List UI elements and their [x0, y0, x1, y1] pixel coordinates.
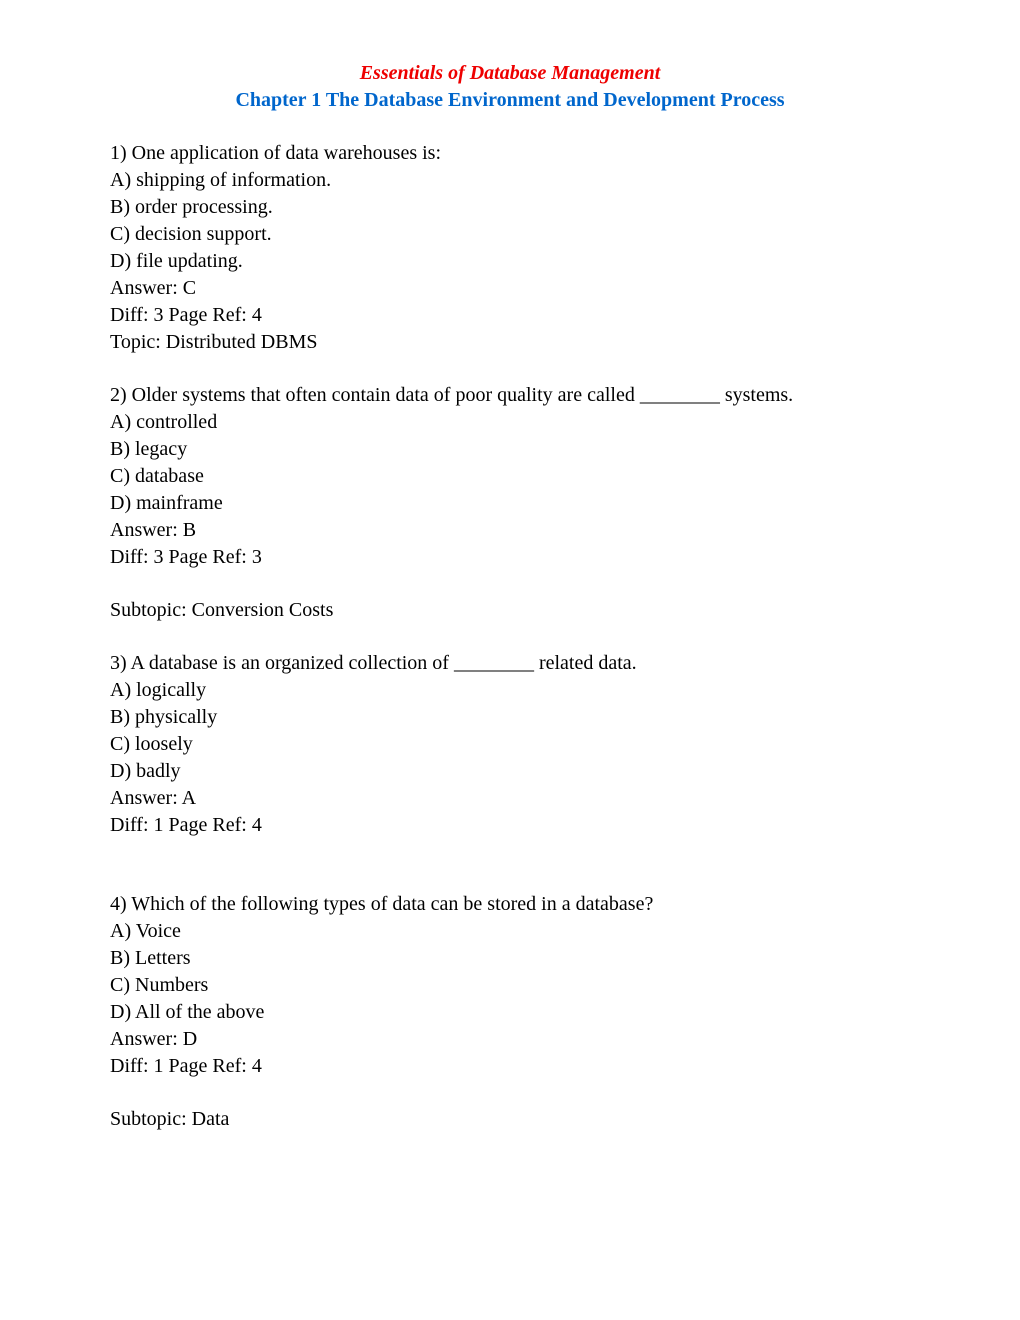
option-d: D) file updating. [110, 248, 910, 275]
question-block: 2) Older systems that often contain data… [110, 382, 910, 571]
question-block: 4) Which of the following types of data … [110, 891, 910, 1080]
option-c: C) database [110, 463, 910, 490]
subtopic: Subtopic: Conversion Costs [110, 597, 910, 624]
answer: Answer: D [110, 1026, 910, 1053]
option-d: D) All of the above [110, 999, 910, 1026]
question-text: 4) Which of the following types of data … [110, 891, 910, 918]
question-block: 3) A database is an organized collection… [110, 650, 910, 839]
meta: Diff: 3 Page Ref: 3 [110, 544, 910, 571]
option-a: A) controlled [110, 409, 910, 436]
option-c: C) decision support. [110, 221, 910, 248]
answer: Answer: C [110, 275, 910, 302]
option-b: B) Letters [110, 945, 910, 972]
question-text: 2) Older systems that often contain data… [110, 382, 910, 409]
document-header: Essentials of Database Management Chapte… [110, 60, 910, 114]
option-b: B) order processing. [110, 194, 910, 221]
document-title: Essentials of Database Management [110, 60, 910, 87]
meta: Diff: 1 Page Ref: 4 [110, 812, 910, 839]
meta: Diff: 3 Page Ref: 4 [110, 302, 910, 329]
spacer [110, 865, 910, 891]
option-a: A) logically [110, 677, 910, 704]
option-d: D) mainframe [110, 490, 910, 517]
subtopic-block: Subtopic: Conversion Costs [110, 597, 910, 624]
option-b: B) physically [110, 704, 910, 731]
answer: Answer: A [110, 785, 910, 812]
option-c: C) Numbers [110, 972, 910, 999]
subtopic-block: Subtopic: Data [110, 1106, 910, 1133]
answer: Answer: B [110, 517, 910, 544]
option-b: B) legacy [110, 436, 910, 463]
option-c: C) loosely [110, 731, 910, 758]
question-block: 1) One application of data warehouses is… [110, 140, 910, 356]
question-text: 3) A database is an organized collection… [110, 650, 910, 677]
subtopic: Subtopic: Data [110, 1106, 910, 1133]
topic: Topic: Distributed DBMS [110, 329, 910, 356]
option-d: D) badly [110, 758, 910, 785]
option-a: A) shipping of information. [110, 167, 910, 194]
option-a: A) Voice [110, 918, 910, 945]
document-subtitle: Chapter 1 The Database Environment and D… [110, 87, 910, 114]
meta: Diff: 1 Page Ref: 4 [110, 1053, 910, 1080]
question-text: 1) One application of data warehouses is… [110, 140, 910, 167]
